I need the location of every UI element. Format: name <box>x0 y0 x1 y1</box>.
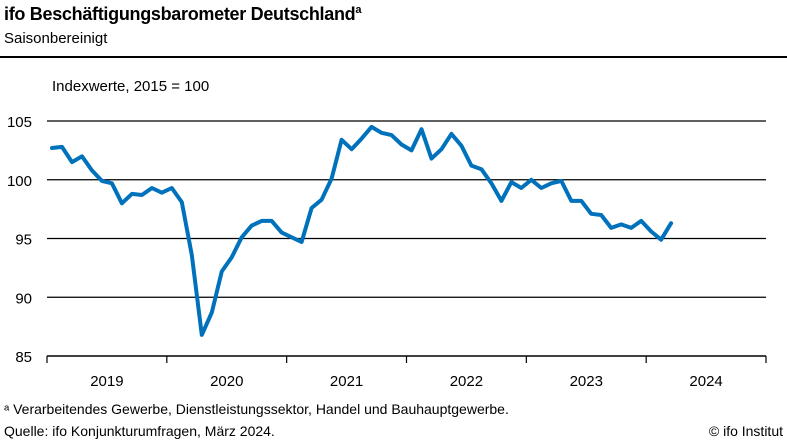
source: Quelle: ifo Konjunkturumfragen, März 202… <box>4 423 275 439</box>
x-tick-label: 2024 <box>689 373 722 390</box>
y-tick-label: 90 <box>15 290 32 307</box>
x-tick-label: 2022 <box>450 373 483 390</box>
x-tick-label: 2020 <box>210 373 243 390</box>
y-tick-label: 95 <box>15 232 32 249</box>
chart-title: ifo Beschäftigungsbarometer Deutschlanda <box>4 4 361 25</box>
title-text: ifo Beschäftigungsbarometer Deutschland <box>4 4 356 24</box>
y-tick-label: 105 <box>7 114 32 131</box>
y-tick-label: 85 <box>15 349 32 366</box>
copyright: © ifo Institut <box>708 423 783 439</box>
chart-subtitle: Saisonbereinigt <box>4 30 108 47</box>
divider <box>0 56 787 58</box>
y-tick-label: 100 <box>7 173 32 190</box>
y-axis-label: Indexwerte, 2015 = 100 <box>52 78 210 95</box>
x-tick-label: 2023 <box>570 373 603 390</box>
footnote-mark: a <box>355 4 362 16</box>
footnote: ᵃ Verarbeitendes Gewerbe, Dienstleistung… <box>4 401 509 417</box>
x-tick-label: 2021 <box>330 373 363 390</box>
x-tick-label: 2019 <box>90 373 123 390</box>
series-line <box>50 124 674 337</box>
